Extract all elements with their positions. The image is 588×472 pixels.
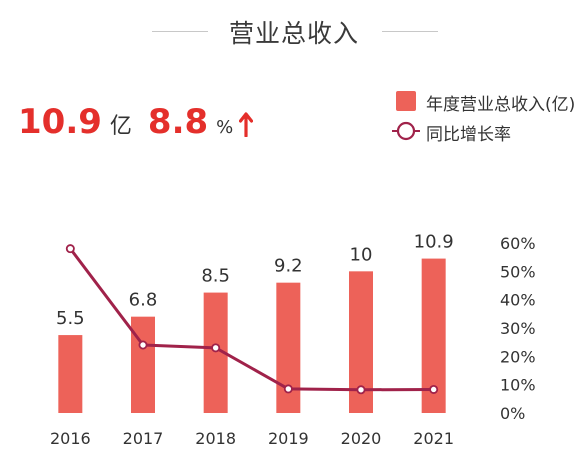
legend-line-marker bbox=[392, 121, 420, 141]
growth-point-2016 bbox=[65, 244, 75, 254]
bar-label-2019: 9.2 bbox=[274, 256, 303, 277]
revenue-unit: 亿 bbox=[109, 114, 132, 139]
growth-line-series bbox=[65, 244, 439, 395]
y-tick-6: 0% bbox=[500, 404, 525, 423]
bar-label-2016: 5.5 bbox=[56, 308, 85, 329]
bar-label-2021: 10.9 bbox=[414, 232, 454, 253]
y-tick-2: 40% bbox=[500, 291, 536, 310]
growth-point-2021 bbox=[429, 384, 439, 394]
x-tick-2019: 2019 bbox=[268, 429, 309, 448]
legend-bar-swatch bbox=[396, 91, 416, 111]
legend-revenue-label: 年度营业总收入(亿) bbox=[426, 95, 576, 115]
up-arrow-icon bbox=[239, 111, 254, 141]
title-divider-right bbox=[382, 31, 438, 32]
y-tick-1: 50% bbox=[500, 262, 536, 281]
x-tick-2021: 2021 bbox=[413, 429, 454, 448]
growth-point-2017 bbox=[138, 340, 148, 350]
y-tick-0: 60% bbox=[500, 234, 536, 253]
growth-point-2018 bbox=[211, 343, 221, 353]
legend-growth-label: 同比增长率 bbox=[426, 125, 511, 145]
bar-2019 bbox=[276, 282, 301, 413]
title-divider-left bbox=[152, 31, 208, 32]
chart-title: 营业总收入 bbox=[228, 19, 359, 48]
x-tick-2017: 2017 bbox=[123, 429, 164, 448]
revenue-value: 10.9 bbox=[18, 102, 102, 142]
growth-unit: % bbox=[216, 117, 234, 138]
y-tick-4: 20% bbox=[500, 347, 536, 366]
growth-value: 8.8 bbox=[147, 102, 209, 142]
bar-2017 bbox=[131, 316, 155, 413]
y-tick-5: 10% bbox=[500, 376, 536, 395]
growth-point-2019 bbox=[283, 384, 293, 394]
right-axis-ticks: 60% 50% 40% 30% 20% 10% 0% bbox=[500, 234, 536, 423]
bar-data-labels: 5.5 6.8 8.5 9.2 10 10.9 bbox=[56, 232, 454, 330]
growth-point-2020 bbox=[356, 385, 366, 395]
title-area: 营业总收入 bbox=[0, 10, 588, 50]
bar-label-2018: 8.5 bbox=[201, 266, 230, 287]
kpi-summary: 10.9 亿 8.8% bbox=[18, 102, 254, 142]
growth-line bbox=[69, 247, 434, 392]
x-axis-ticks: 2016 2017 2018 2019 2020 2021 bbox=[50, 429, 454, 448]
bar-label-2020: 10 bbox=[350, 244, 373, 265]
bar-label-2017: 6.8 bbox=[129, 290, 158, 311]
x-tick-2016: 2016 bbox=[50, 429, 91, 448]
y-tick-3: 30% bbox=[500, 319, 536, 338]
x-tick-2020: 2020 bbox=[341, 429, 382, 448]
x-tick-2018: 2018 bbox=[195, 429, 236, 448]
bar-2016 bbox=[58, 335, 83, 413]
